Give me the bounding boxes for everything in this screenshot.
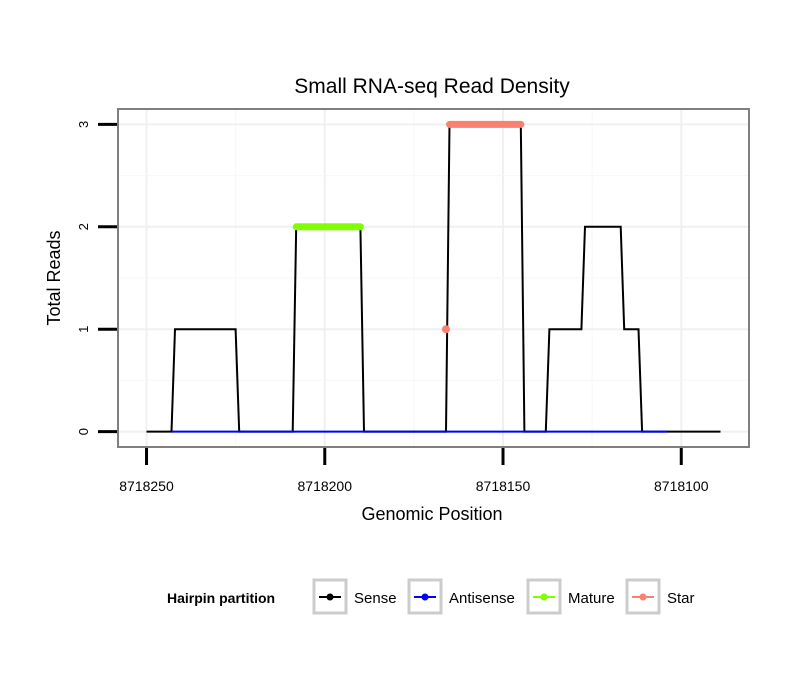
x-tick-label: 8718150 bbox=[476, 478, 531, 494]
x-tick-label: 8718100 bbox=[654, 478, 709, 494]
legend-item-sense: Sense bbox=[312, 578, 397, 615]
series-layer bbox=[146, 120, 721, 433]
legend-label: Sense bbox=[354, 590, 397, 607]
legend-label: Antisense bbox=[449, 590, 515, 607]
legend-key-point bbox=[540, 593, 548, 601]
y-tick-label: 0 bbox=[76, 428, 91, 435]
legend-title: Hairpin partition bbox=[167, 590, 275, 606]
legend: Hairpin partition Sense Antisense Mature St… bbox=[167, 578, 695, 615]
legend-label: Star bbox=[667, 590, 695, 607]
y-axis-label: Total Reads bbox=[44, 230, 64, 325]
y-tick-label: 1 bbox=[76, 326, 91, 333]
y-axis: 0 1 2 3 bbox=[76, 121, 117, 435]
x-axis: 8718250 8718200 8718150 8718100 bbox=[119, 448, 709, 494]
legend-item-antisense: Antisense bbox=[407, 578, 515, 615]
legend-key-point bbox=[326, 593, 334, 601]
series-sense-line bbox=[146, 123, 721, 433]
series-star-point bbox=[441, 325, 450, 334]
x-axis-label: Genomic Position bbox=[361, 504, 502, 524]
legend-label: Mature bbox=[568, 590, 615, 607]
legend-key-point bbox=[421, 593, 429, 601]
legend-key-point bbox=[639, 593, 647, 601]
chart-title: Small RNA-seq Read Density bbox=[294, 75, 570, 98]
legend-item-mature: Mature bbox=[526, 578, 615, 615]
y-tick-label: 3 bbox=[76, 121, 91, 128]
x-tick-label: 8718200 bbox=[298, 478, 353, 494]
y-tick-label: 2 bbox=[76, 223, 91, 230]
plot-border bbox=[117, 108, 750, 448]
legend-item-star: Star bbox=[625, 578, 695, 615]
x-tick-label: 8718250 bbox=[119, 478, 174, 494]
